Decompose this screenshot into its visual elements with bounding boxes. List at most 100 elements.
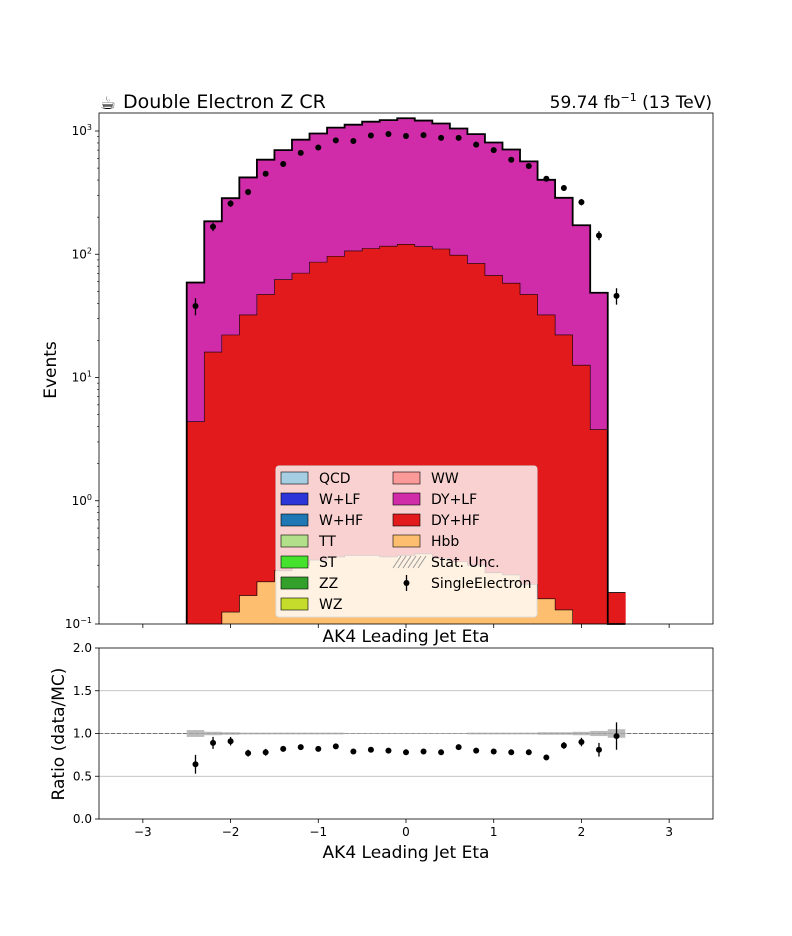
legend-label-w-hf: W+HF xyxy=(319,513,363,529)
y-axis-label: Events xyxy=(41,341,61,399)
ratio-x-axis-label: AK4 Leading Jet Eta xyxy=(323,843,490,863)
bar-dy-lf xyxy=(362,121,381,249)
legend-swatch-wz xyxy=(280,597,309,611)
ratio-y-tick-label: 1.0 xyxy=(73,727,92,741)
ratio-point xyxy=(473,747,480,754)
hatch-line xyxy=(402,555,412,569)
y-tick-label: 10−1 xyxy=(65,616,92,631)
total-outline xyxy=(185,117,626,625)
legend-swatch-w-lf xyxy=(280,492,309,506)
data-point xyxy=(420,132,427,139)
ratio-stat-unc xyxy=(186,729,626,738)
data-point xyxy=(543,175,550,182)
bar-dy-hf xyxy=(555,334,574,610)
data-points xyxy=(192,131,620,316)
bar-hbb xyxy=(256,581,275,624)
bar-dy-lf xyxy=(274,149,293,280)
stat-unc-band xyxy=(537,732,556,735)
data-point xyxy=(192,303,199,310)
legend-swatch-zz xyxy=(280,576,309,590)
data-point xyxy=(262,170,269,177)
ratio-point xyxy=(403,749,409,756)
stat-unc-band xyxy=(520,732,538,735)
ratio-point xyxy=(245,750,252,757)
ratio-point xyxy=(315,745,322,752)
ratio-point xyxy=(192,761,199,768)
hatch-line xyxy=(417,555,427,569)
main-x-axis-label: AK4 Leading Jet Eta xyxy=(323,627,490,647)
bar-dy-hf xyxy=(607,592,626,624)
ratio-point xyxy=(350,748,357,755)
ratio-point xyxy=(210,739,217,746)
stat-unc-band xyxy=(327,732,345,735)
bar-dy-lf xyxy=(537,179,556,315)
ratio-point xyxy=(227,738,234,745)
ratio-x-tick-label: 1 xyxy=(490,825,498,839)
data-point xyxy=(210,223,217,230)
legend-swatch-w-hf xyxy=(280,513,309,527)
ratio-axes: 0.0 0.5 1.0 1.5 2.0 −3 −2 −1 0 1 2 3 xyxy=(73,641,714,839)
legend-swatch-tt xyxy=(280,534,309,548)
ratio-x-tick-label: −1 xyxy=(309,825,327,839)
ratio-panel: 0.0 0.5 1.0 1.5 2.0 −3 −2 −1 0 1 2 3 Ratio (data/MC… xyxy=(49,641,714,863)
data-point xyxy=(245,188,252,195)
ratio-point xyxy=(438,749,445,756)
bar-dy-lf xyxy=(291,139,310,274)
bar-dy-lf xyxy=(467,134,486,264)
legend-label-st: ST xyxy=(319,555,337,571)
total-mc-line xyxy=(185,117,626,625)
ratio-y-tick-label: 1.5 xyxy=(73,684,92,698)
stat-unc-band xyxy=(291,732,310,735)
ratio-y-axis-label: Ratio (data/MC) xyxy=(49,668,69,801)
stat-unc-band xyxy=(362,733,380,734)
stat-unc-band xyxy=(186,730,205,737)
stat-unc-band xyxy=(204,731,222,736)
data-point xyxy=(438,134,445,141)
bar-dy-lf xyxy=(449,128,468,256)
data-point xyxy=(613,292,620,299)
bar-dy-hf xyxy=(256,294,275,582)
data-point xyxy=(490,147,497,154)
stat-unc-band xyxy=(555,732,573,735)
bar-dy-lf xyxy=(221,198,240,335)
data-point xyxy=(297,149,304,156)
legend-swatch-singleelectron xyxy=(403,580,410,586)
legend-label-wz: WZ xyxy=(319,597,342,613)
legend-items: QCD W+LF W+HF TT ST ZZ WZ WW DY+LF DY+HF Hbb Stat. … xyxy=(280,471,531,613)
bar-hbb xyxy=(537,598,556,624)
bar-dy-hf xyxy=(204,352,223,624)
stat-unc-band xyxy=(590,730,608,737)
ratio-point xyxy=(297,744,304,751)
ratio-point xyxy=(262,749,269,756)
bar-dy-lf xyxy=(502,149,521,284)
legend-label-dy-lf: DY+LF xyxy=(431,492,477,508)
chart-title: Double Electron Z CR xyxy=(123,91,326,113)
ratio-point xyxy=(578,739,585,746)
outline-dy-hf xyxy=(186,244,626,593)
ratio-point xyxy=(525,749,532,756)
legend-label-zz: ZZ xyxy=(319,576,338,592)
bar-dy-lf xyxy=(520,161,538,295)
bar-dy-lf xyxy=(344,124,363,251)
legend-label-hbb: Hbb xyxy=(431,534,459,550)
bar-dy-lf xyxy=(397,118,416,245)
lumi-value: 59.74 fb xyxy=(550,93,621,113)
hatch-line xyxy=(407,555,417,569)
data-point xyxy=(508,156,515,163)
bar-hbb xyxy=(239,595,258,624)
legend-label-dy-hf: DY+HF xyxy=(431,513,480,529)
legend-swatch-ww xyxy=(392,471,421,485)
ratio-point xyxy=(595,746,602,753)
ratio-point xyxy=(332,743,339,750)
chart-header: ☕ Double Electron Z CR 59.74 fb−1 (13 Te… xyxy=(100,91,712,114)
hatch-line xyxy=(392,555,402,569)
ratio-point xyxy=(385,747,392,754)
data-point xyxy=(560,184,567,191)
bar-dy-lf xyxy=(432,123,451,249)
stat-unc-band xyxy=(449,733,468,734)
bar-dy-lf xyxy=(590,292,609,430)
data-point xyxy=(332,137,339,144)
lumi-label: 59.74 fb−1 (13 TeV) xyxy=(550,91,712,113)
ratio-x-tick-label: 2 xyxy=(578,825,586,839)
